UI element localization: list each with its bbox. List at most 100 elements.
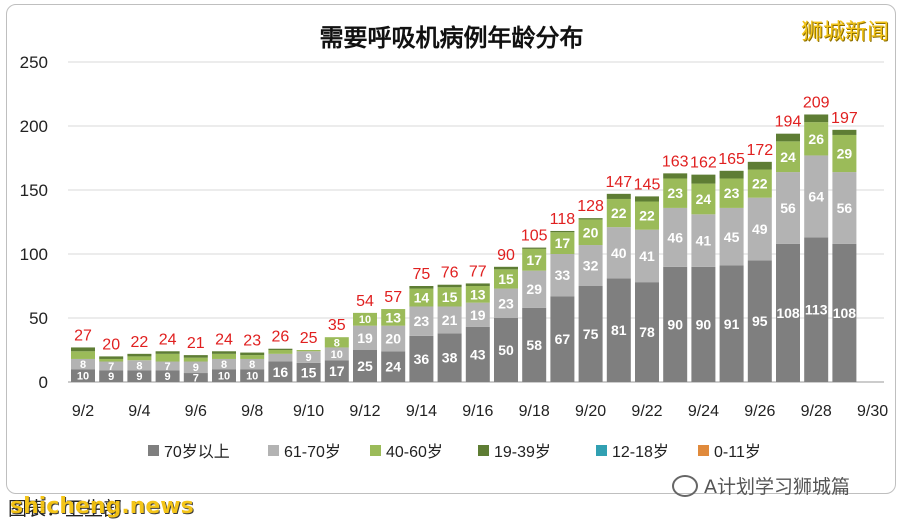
bar-segment	[747, 197, 772, 261]
data-label: 8	[334, 337, 340, 349]
data-label: 22	[611, 205, 627, 221]
x-tick-label: 9/6	[185, 403, 207, 420]
data-label: 81	[611, 322, 627, 338]
footer-caption: 图表：卫生部	[8, 498, 123, 520]
y-tick-label: 250	[20, 53, 48, 72]
data-label: 8	[249, 359, 255, 371]
bar-segment	[71, 351, 95, 359]
bar-segment	[240, 355, 265, 359]
total-label: 162	[690, 155, 717, 172]
x-tick-label: 9/4	[128, 403, 150, 420]
bar-segment	[127, 356, 152, 361]
total-label: 197	[831, 110, 858, 127]
data-label: 17	[526, 252, 542, 268]
bar-segment	[522, 307, 547, 382]
data-label: 10	[246, 371, 258, 383]
total-label: 35	[328, 317, 346, 334]
bar-segment	[212, 351, 236, 354]
bar-segment	[691, 174, 716, 184]
bar-segment	[663, 173, 688, 179]
chart-frame	[6, 4, 896, 494]
bar-segment	[240, 369, 265, 382]
bar-segment	[522, 247, 547, 249]
total-label: 77	[469, 263, 487, 280]
x-tick-label: 9/2	[72, 403, 94, 420]
bar-segment	[635, 229, 659, 283]
data-label: 33	[555, 267, 571, 283]
x-tick-label: 9/22	[631, 403, 662, 420]
bar-segment	[268, 348, 293, 350]
total-label: 105	[521, 228, 548, 245]
x-tick-label: 9/24	[688, 403, 719, 420]
data-label: 10	[218, 371, 230, 383]
y-tick-label: 200	[20, 117, 48, 136]
bar-segment	[832, 129, 857, 135]
bar-segment	[437, 306, 462, 334]
bar-segment	[719, 207, 744, 266]
total-label: 163	[662, 153, 689, 170]
bar-segment	[635, 201, 659, 230]
data-label: 13	[385, 309, 401, 325]
data-label: 75	[583, 326, 599, 342]
bar-segment	[212, 369, 236, 382]
bar-segment	[465, 326, 490, 382]
data-label: 29	[837, 146, 853, 162]
data-label: 108	[833, 305, 857, 321]
bar-segment	[494, 318, 518, 382]
bar-segment	[71, 347, 95, 352]
bar-segment	[719, 178, 744, 208]
x-tick-label: 9/12	[349, 403, 380, 420]
bar-segment	[550, 296, 575, 382]
bar-segment	[409, 306, 434, 336]
data-label: 29	[526, 281, 542, 297]
data-label: 95	[752, 313, 768, 329]
data-label: 17	[555, 235, 571, 251]
bar-segment	[212, 358, 236, 370]
bar-segment	[719, 170, 744, 179]
bar-segment	[324, 347, 349, 361]
legend-swatch	[698, 445, 709, 456]
data-label: 108	[776, 305, 800, 321]
bar-segment	[268, 353, 293, 362]
legend-swatch	[596, 445, 607, 456]
bar-segment	[747, 260, 772, 382]
bar-segment	[832, 134, 857, 173]
bar-segment	[240, 352, 265, 356]
watermark: 狮城新闻	[800, 20, 889, 45]
bar-segment	[578, 286, 603, 382]
bar-segment	[155, 361, 180, 371]
wechat-icon	[672, 474, 698, 497]
total-label: 165	[718, 151, 745, 168]
y-tick-label: 100	[20, 245, 48, 264]
data-label: 10	[77, 371, 89, 383]
data-label: 56	[837, 200, 853, 216]
x-tick-label: 9/18	[519, 403, 550, 420]
bar-segment	[183, 357, 208, 362]
x-tick-label: 9/28	[801, 403, 832, 420]
bar-segment	[606, 198, 631, 228]
data-label: 19	[357, 330, 373, 346]
bar-segment	[268, 361, 293, 382]
data-label: 41	[696, 233, 712, 249]
total-label: 172	[746, 142, 773, 159]
data-label: 9	[306, 352, 312, 364]
data-label: 10	[331, 349, 343, 361]
data-label: 7	[165, 361, 171, 373]
bar-segment	[465, 283, 490, 286]
bar-segment	[663, 266, 688, 382]
total-label: 22	[131, 334, 149, 351]
legend-label: 0-11岁	[714, 443, 761, 461]
bar-segment	[268, 350, 293, 354]
bar-segment	[635, 282, 659, 382]
bar-segment	[776, 243, 800, 382]
data-label: 23	[414, 313, 430, 329]
data-label: 43	[470, 347, 486, 363]
bar-segment	[747, 169, 772, 198]
data-label: 22	[639, 208, 655, 224]
footer-source: shicheng.news	[10, 494, 194, 519]
data-label: 26	[808, 131, 824, 147]
data-label: 8	[221, 359, 227, 371]
bar-segment	[127, 353, 152, 357]
x-tick-label: 9/30	[857, 403, 888, 420]
